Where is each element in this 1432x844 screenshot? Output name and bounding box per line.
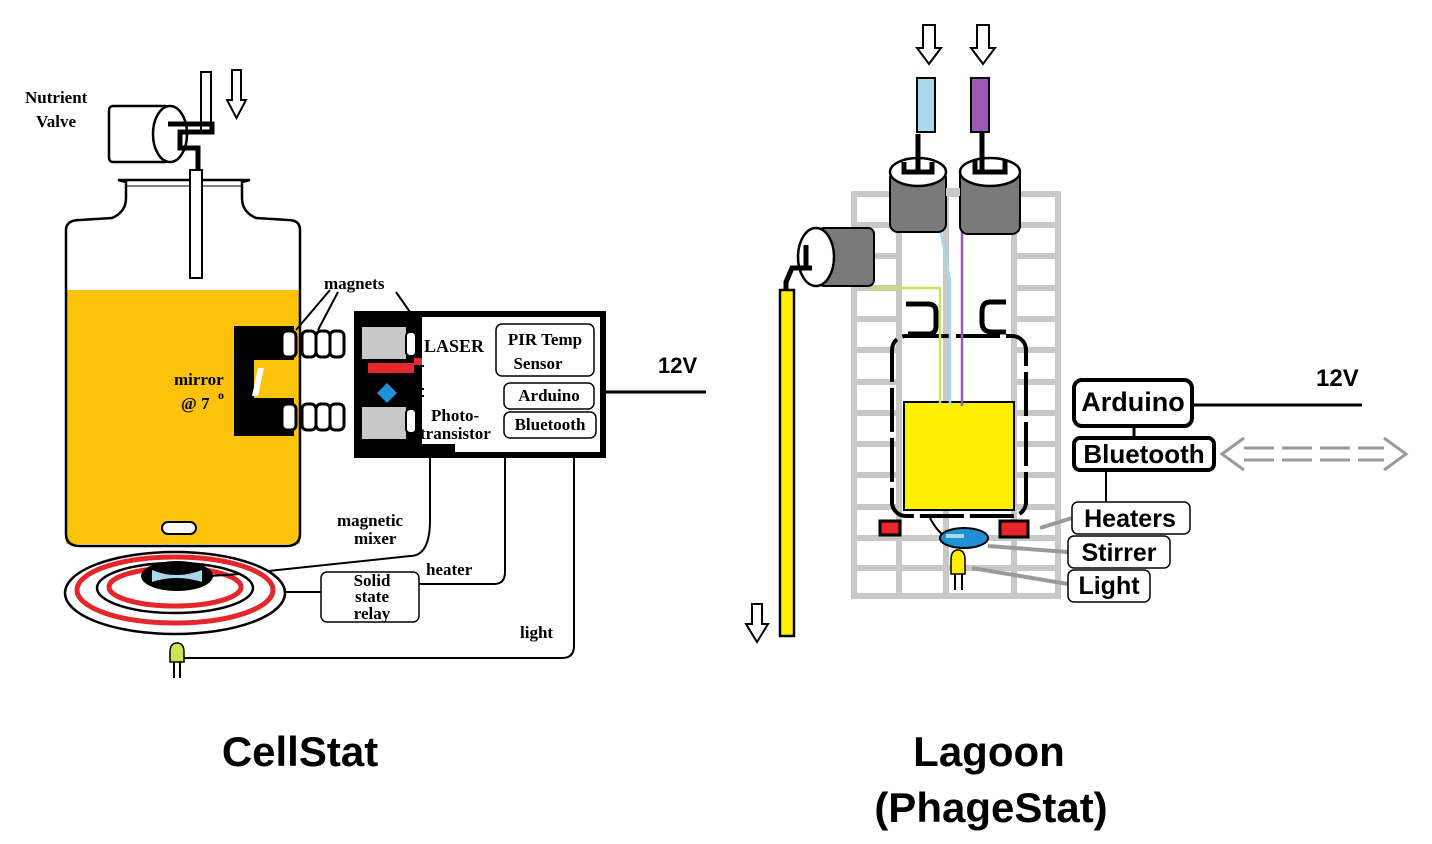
lagoon-heater-left-icon [878, 519, 902, 537]
magnets-label: magnets [324, 274, 385, 293]
lagoon-inflow-arrow-1-icon [915, 24, 943, 66]
laser-label: LASER [424, 336, 485, 356]
lagoon-inflow-arrow-2-icon [969, 24, 997, 66]
relay-label-3: relay [354, 604, 391, 623]
heater-label: heater [426, 560, 473, 579]
lagoon-internal-tubes [872, 227, 964, 406]
heaters-label-box: Heaters [1071, 501, 1191, 535]
cell-feed-tube [970, 77, 990, 133]
mirror-label-2: @ 7 [181, 394, 210, 413]
nutrient-inflow-arrow-icon [225, 69, 248, 121]
phototransistor-icon [377, 383, 397, 403]
magnetic-mixer-icon [63, 550, 287, 636]
lagoon-liquid [903, 401, 1015, 511]
lagoon-title-1: Lagoon [913, 728, 1065, 775]
cellstat-arduino-box: Arduino [503, 382, 595, 410]
pir-temp-sensor-box: PIR Temp Sensor [495, 323, 595, 377]
valve-link [946, 188, 960, 196]
relay-label-1: Solid [354, 571, 391, 590]
phage-feed-tube [916, 77, 936, 133]
photo-label-2: transistor [420, 424, 491, 443]
magnets-pointers [295, 289, 411, 331]
solid-state-relay-box: Solid state relay [320, 571, 420, 623]
lagoon-vessel [890, 299, 1028, 518]
cellstat-led-icon [169, 642, 185, 678]
bluetooth-wireless-arrow-icon [1219, 436, 1409, 472]
cellstat-diagram: mirror @ 7 o magnets [25, 69, 706, 775]
cellstat-voltage-label: 12V [658, 353, 697, 378]
heaters-label: Heaters [1084, 505, 1176, 533]
cellstat-wires [184, 455, 575, 659]
outflow-tube [778, 288, 796, 638]
lagoon-bluetooth-label: Bluetooth [1083, 439, 1204, 469]
lagoon-title-2: (PhageStat) [874, 784, 1107, 831]
lagoon-outflow-arrow-icon [744, 603, 770, 644]
stir-bar-icon [161, 521, 197, 535]
lagoon-led-icon [950, 549, 966, 590]
cellstat-bluetooth-box: Bluetooth [503, 411, 597, 439]
lagoon-light-label: Light [1078, 572, 1140, 600]
photo-label-1: Photo- [431, 406, 480, 425]
pir-label-2: Sensor [513, 354, 563, 373]
nutrient-valve-icon [107, 104, 215, 172]
laser-module-icon [368, 363, 414, 373]
lagoon-valve-2-icon [958, 132, 1022, 235]
lagoon-bluetooth-box: Bluetooth [1072, 436, 1216, 472]
stirrer-label-box: Stirrer [1067, 535, 1171, 569]
nutrient-valve-label-2: Valve [36, 112, 76, 131]
lagoon-voltage-label: 12V [1316, 365, 1359, 392]
mirror-degree: o [218, 388, 224, 402]
lagoon-diagram: Arduino 12V Bluetooth Heaters Stirrer Li… [744, 24, 1409, 831]
cellstat-arduino-label: Arduino [518, 386, 579, 405]
magnets-bottom-icon [280, 402, 346, 432]
lagoon-heater-right-icon [998, 519, 1030, 539]
lagoon-valve-1-icon [888, 134, 948, 233]
cellstat-light-label: light [520, 623, 553, 642]
cellstat-title: CellStat [222, 728, 378, 775]
lagoon-outflow-valve-icon [783, 226, 875, 294]
cellstat-bluetooth-label: Bluetooth [515, 415, 586, 434]
relay-label-2: state [355, 587, 389, 606]
magnets-top-icon [280, 329, 346, 359]
stirrer-label: Stirrer [1081, 539, 1156, 567]
nutrient-valve-label-1: Nutrient [25, 88, 88, 107]
magnetic-label-2: mixer [354, 529, 397, 548]
lagoon-leader-lines [971, 516, 1073, 586]
lagoon-arduino-label: Arduino [1081, 387, 1184, 417]
pir-label-1: PIR Temp [508, 330, 582, 349]
lagoon-arduino-box: Arduino [1072, 378, 1194, 428]
light-label-box: Light [1067, 569, 1151, 603]
mirror-label-1: mirror [174, 370, 224, 389]
feed-tube [189, 169, 203, 279]
magnetic-label-1: magnetic [337, 511, 404, 530]
